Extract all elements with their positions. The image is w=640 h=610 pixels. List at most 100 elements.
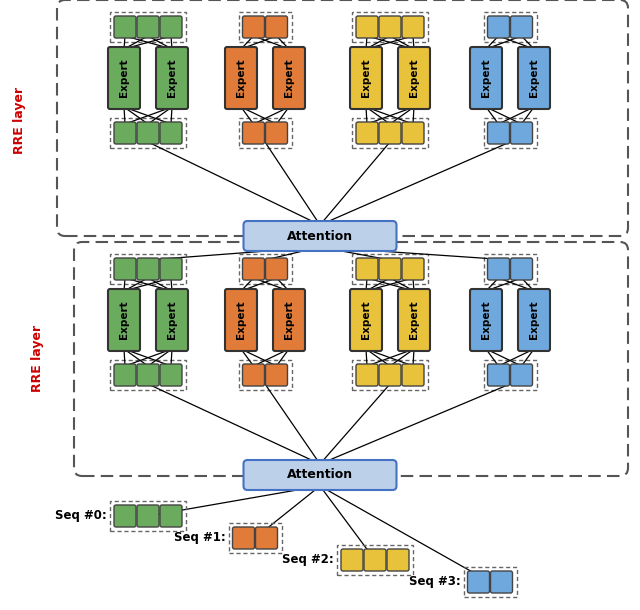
FancyBboxPatch shape xyxy=(225,289,257,351)
FancyBboxPatch shape xyxy=(379,122,401,144)
Text: Attention: Attention xyxy=(287,468,353,481)
Bar xyxy=(239,360,291,390)
FancyBboxPatch shape xyxy=(243,122,264,144)
Text: Attention: Attention xyxy=(287,229,353,243)
Bar xyxy=(239,12,291,42)
FancyBboxPatch shape xyxy=(356,364,378,386)
Text: Expert: Expert xyxy=(361,301,371,339)
FancyBboxPatch shape xyxy=(511,364,532,386)
FancyBboxPatch shape xyxy=(488,364,509,386)
Bar xyxy=(228,523,282,553)
FancyBboxPatch shape xyxy=(266,16,287,38)
FancyBboxPatch shape xyxy=(488,16,509,38)
FancyBboxPatch shape xyxy=(379,258,401,280)
FancyBboxPatch shape xyxy=(402,258,424,280)
FancyBboxPatch shape xyxy=(398,289,430,351)
FancyBboxPatch shape xyxy=(243,258,264,280)
Text: Seq #1:: Seq #1: xyxy=(173,531,225,545)
FancyBboxPatch shape xyxy=(243,16,264,38)
FancyBboxPatch shape xyxy=(232,527,255,549)
FancyBboxPatch shape xyxy=(266,258,287,280)
FancyBboxPatch shape xyxy=(137,505,159,527)
Bar xyxy=(352,12,428,42)
Bar xyxy=(239,254,291,284)
FancyBboxPatch shape xyxy=(402,16,424,38)
Bar xyxy=(483,360,536,390)
Bar xyxy=(483,118,536,148)
Text: Expert: Expert xyxy=(236,59,246,98)
FancyBboxPatch shape xyxy=(364,549,386,571)
Text: Seq #3:: Seq #3: xyxy=(409,575,461,589)
FancyBboxPatch shape xyxy=(114,364,136,386)
Text: Expert: Expert xyxy=(236,301,246,339)
FancyBboxPatch shape xyxy=(518,47,550,109)
Bar xyxy=(337,545,413,575)
FancyBboxPatch shape xyxy=(341,549,363,571)
FancyBboxPatch shape xyxy=(255,527,278,549)
FancyBboxPatch shape xyxy=(137,122,159,144)
Text: Expert: Expert xyxy=(361,59,371,98)
FancyBboxPatch shape xyxy=(273,47,305,109)
Bar xyxy=(352,360,428,390)
FancyBboxPatch shape xyxy=(356,16,378,38)
FancyBboxPatch shape xyxy=(518,289,550,351)
Bar xyxy=(483,12,536,42)
Text: Seq #0:: Seq #0: xyxy=(55,509,107,523)
Bar xyxy=(352,254,428,284)
FancyBboxPatch shape xyxy=(266,364,287,386)
FancyBboxPatch shape xyxy=(160,16,182,38)
FancyBboxPatch shape xyxy=(160,364,182,386)
Bar xyxy=(110,118,186,148)
Text: Expert: Expert xyxy=(481,301,491,339)
Text: Expert: Expert xyxy=(284,59,294,98)
FancyBboxPatch shape xyxy=(379,16,401,38)
FancyBboxPatch shape xyxy=(402,364,424,386)
FancyBboxPatch shape xyxy=(350,47,382,109)
Bar xyxy=(110,12,186,42)
FancyBboxPatch shape xyxy=(137,258,159,280)
Text: Expert: Expert xyxy=(529,59,539,98)
Text: Expert: Expert xyxy=(167,301,177,339)
FancyBboxPatch shape xyxy=(114,16,136,38)
FancyBboxPatch shape xyxy=(470,289,502,351)
FancyBboxPatch shape xyxy=(160,122,182,144)
FancyBboxPatch shape xyxy=(114,258,136,280)
FancyBboxPatch shape xyxy=(243,221,397,251)
Bar xyxy=(239,118,291,148)
Bar xyxy=(483,254,536,284)
Text: Expert: Expert xyxy=(284,301,294,339)
Text: Expert: Expert xyxy=(167,59,177,98)
FancyBboxPatch shape xyxy=(402,122,424,144)
Text: Seq #2:: Seq #2: xyxy=(282,553,334,567)
FancyBboxPatch shape xyxy=(266,122,287,144)
FancyBboxPatch shape xyxy=(387,549,409,571)
FancyBboxPatch shape xyxy=(467,571,490,593)
FancyBboxPatch shape xyxy=(356,258,378,280)
FancyBboxPatch shape xyxy=(488,258,509,280)
Text: Expert: Expert xyxy=(119,59,129,98)
FancyBboxPatch shape xyxy=(160,505,182,527)
FancyBboxPatch shape xyxy=(488,122,509,144)
FancyBboxPatch shape xyxy=(108,47,140,109)
Bar xyxy=(110,501,186,531)
Text: Expert: Expert xyxy=(409,301,419,339)
Bar xyxy=(110,254,186,284)
Text: RRE layer: RRE layer xyxy=(31,325,45,392)
FancyBboxPatch shape xyxy=(470,47,502,109)
FancyBboxPatch shape xyxy=(379,364,401,386)
FancyBboxPatch shape xyxy=(490,571,513,593)
Bar xyxy=(463,567,516,597)
Bar xyxy=(110,360,186,390)
Text: RRE layer: RRE layer xyxy=(13,87,26,154)
FancyBboxPatch shape xyxy=(511,258,532,280)
FancyBboxPatch shape xyxy=(137,364,159,386)
FancyBboxPatch shape xyxy=(160,258,182,280)
FancyBboxPatch shape xyxy=(350,289,382,351)
FancyBboxPatch shape xyxy=(243,364,264,386)
FancyBboxPatch shape xyxy=(398,47,430,109)
FancyBboxPatch shape xyxy=(156,47,188,109)
FancyBboxPatch shape xyxy=(114,505,136,527)
FancyBboxPatch shape xyxy=(114,122,136,144)
Text: Expert: Expert xyxy=(529,301,539,339)
FancyBboxPatch shape xyxy=(225,47,257,109)
